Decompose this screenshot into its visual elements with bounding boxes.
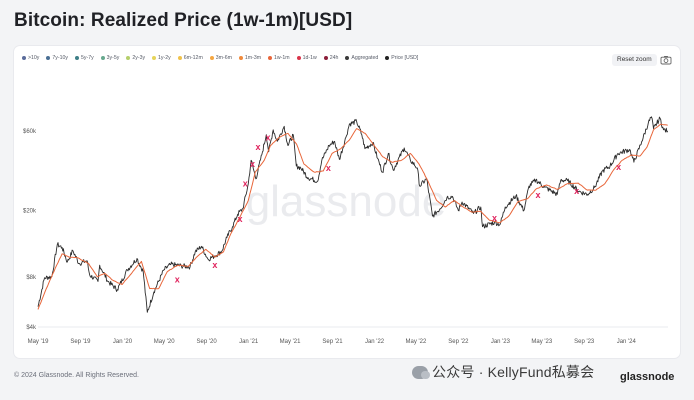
- cross-marker: x: [492, 213, 497, 223]
- legend-label: 3m-6m: [215, 55, 232, 61]
- x-tick-label: Sep '22: [448, 339, 469, 345]
- legend-item[interactable]: 5y-7y: [74, 55, 94, 61]
- legend-marker: [238, 56, 243, 60]
- x-tick-label: Sep '21: [322, 339, 343, 345]
- y-tick-label: $60k: [23, 129, 37, 135]
- y-tick-label: $20k: [23, 209, 37, 215]
- realized-price-1w-1m-line: [37, 123, 668, 310]
- legend-marker: [46, 56, 51, 60]
- legend-marker: [126, 56, 131, 60]
- legend-item[interactable]: 2y-3y: [126, 55, 145, 61]
- legend-label: 1y-2y: [158, 55, 171, 61]
- legend-item[interactable]: 3m-6m: [209, 55, 232, 61]
- watermark: 公众号 · KellyFund私募会: [412, 362, 594, 382]
- legend-label: 5y-7y: [80, 55, 94, 61]
- x-tick-label: Jan '24: [617, 339, 637, 345]
- legend-label: 24h: [329, 55, 339, 61]
- cross-marker: x: [238, 214, 243, 224]
- legend-label: 1m-3m: [244, 55, 262, 61]
- watermark-text: 公众号 · KellyFund私募会: [432, 364, 595, 380]
- x-tick-label: Jan '23: [491, 339, 511, 345]
- legend-marker: [74, 56, 79, 60]
- legend-label: Aggregated: [351, 55, 379, 61]
- legend-marker: [22, 56, 26, 60]
- legend-item[interactable]: 6m-12m: [177, 55, 203, 61]
- legend-item[interactable]: 1y-2y: [152, 55, 171, 61]
- cross-marker: x: [212, 260, 217, 270]
- x-tick-label: Jan '21: [239, 339, 259, 345]
- x-tick-label: May '21: [280, 339, 301, 345]
- x-tick-label: May '23: [531, 339, 552, 345]
- legend-item[interactable]: 1m-3m: [238, 55, 262, 61]
- cross-marker: x: [250, 159, 255, 169]
- cross-marker: x: [574, 186, 579, 196]
- cross-marker: x: [243, 179, 248, 189]
- legend-marker: [385, 56, 390, 60]
- cross-marker: x: [255, 142, 260, 152]
- legend-item[interactable]: 1d-1w: [296, 55, 317, 61]
- legend-item[interactable]: 24h: [323, 55, 339, 61]
- x-tick-label: Sep '20: [197, 339, 218, 345]
- camera-icon[interactable]: [660, 55, 672, 65]
- x-tick-label: Jan '20: [113, 339, 133, 345]
- legend-label: 1w-1m: [274, 55, 290, 61]
- chart-watermark: glassnode: [246, 177, 447, 226]
- price-line: [37, 116, 669, 313]
- legend-label: 2y-3y: [132, 55, 146, 61]
- legend-item[interactable]: Aggregated: [345, 55, 378, 61]
- legend-label: 7y-10y: [52, 55, 68, 61]
- x-tick-label: Sep '19: [70, 339, 91, 345]
- copyright-footer: © 2024 Glassnode. All Rights Reserved.: [14, 372, 140, 379]
- chart-plot: glassnode $4k $8k $20k $60k May '19 Sep '19 Jan…: [23, 116, 669, 345]
- x-tick-label: May '22: [406, 339, 427, 345]
- cross-marker: x: [326, 163, 331, 173]
- legend-marker: [177, 56, 182, 60]
- cross-marker: x: [265, 132, 270, 142]
- legend-marker: [268, 56, 273, 60]
- legend-item[interactable]: 1w-1m: [268, 55, 290, 61]
- legend-item[interactable]: 3y-5y: [100, 55, 120, 61]
- legend-marker: [100, 56, 105, 60]
- legend-marker: [209, 56, 214, 60]
- wechat-icon: [412, 365, 430, 379]
- y-tick-label: $4k: [26, 325, 37, 331]
- brand-logo: glassnode: [620, 371, 675, 383]
- legend-label: Price [USD]: [391, 55, 419, 61]
- legend-label: 3y-5y: [106, 55, 120, 61]
- chart-legend: >10y 7y-10y 5y-7y 3y-5y 2y-3y 1y-2y 6m-12m 3m-6…: [22, 55, 582, 61]
- y-tick-label: $8k: [26, 275, 37, 281]
- page-title: Bitcoin: Realized Price (1w-1m)[USD]: [14, 10, 353, 31]
- reset-zoom-button[interactable]: Reset zoom: [612, 54, 657, 66]
- legend-marker: [152, 56, 157, 60]
- cross-marker: x: [175, 275, 180, 285]
- legend-item[interactable]: >10y: [22, 55, 39, 61]
- x-tick-label: May '20: [154, 339, 175, 345]
- legend-item[interactable]: Price [USD]: [385, 55, 418, 61]
- cross-marker: x: [616, 162, 621, 172]
- legend-marker: [296, 56, 301, 60]
- legend-marker: [323, 56, 328, 60]
- legend-marker: [345, 56, 350, 60]
- legend-label: >10y: [28, 55, 40, 61]
- legend-item[interactable]: 7y-10y: [46, 55, 68, 61]
- legend-label: 1d-1w: [302, 55, 317, 61]
- chart-card: >10y 7y-10y 5y-7y 3y-5y 2y-3y 1y-2y 6m-12m 3m-6…: [14, 46, 680, 358]
- x-tick-label: May '19: [28, 339, 49, 345]
- x-tick-label: Jan '22: [365, 339, 385, 345]
- cross-marker: x: [535, 190, 540, 200]
- x-tick-label: Sep '23: [574, 339, 595, 345]
- legend-label: 6m-12m: [183, 55, 203, 61]
